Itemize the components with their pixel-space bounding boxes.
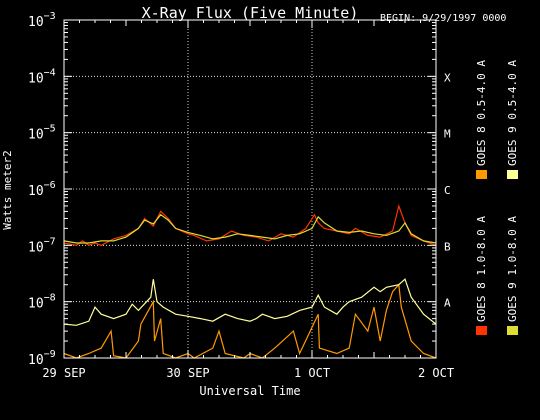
flare-class-label: A	[444, 297, 451, 310]
legend-swatch	[507, 170, 518, 179]
series-line	[63, 203, 437, 246]
series-line	[63, 283, 437, 359]
legend-label: GOES 9 1.0-8.0 A	[506, 216, 519, 322]
chart-title: X-Ray Flux (Five Minute)	[142, 4, 359, 22]
flare-class-label: M	[444, 128, 451, 141]
x-tick-label: 30 SEP	[166, 366, 209, 380]
series-group	[63, 203, 437, 359]
legend-swatch	[476, 326, 487, 335]
legend: GOES 8 0.5-4.0 A GOES 8 1.0-8.0 A GOES 9 0…	[475, 60, 519, 335]
flare-class-label: B	[444, 240, 451, 253]
legend-label: GOES 8 0.5-4.0 A	[475, 60, 488, 166]
flare-class-label: C	[444, 184, 451, 197]
series-line	[63, 213, 437, 244]
legend-label: GOES 9 0.5-4.0 A	[506, 60, 519, 166]
x-tick-label: 2 OCT	[418, 366, 454, 380]
x-axis-label: Universal Time	[199, 384, 300, 398]
flare-class-label: X	[444, 71, 451, 84]
legend-swatch	[476, 170, 487, 179]
series-line	[63, 278, 437, 326]
x-tick-label: 1 OCT	[294, 366, 330, 380]
legend-label: GOES 8 1.0-8.0 A	[475, 216, 488, 322]
begin-label: BEGIN: 9/29/1997 0000	[380, 13, 506, 24]
y-axis-label: Watts meter2	[1, 150, 14, 229]
legend-swatch	[507, 326, 518, 335]
grid	[64, 20, 436, 358]
x-tick-label: 29 SEP	[42, 366, 85, 380]
